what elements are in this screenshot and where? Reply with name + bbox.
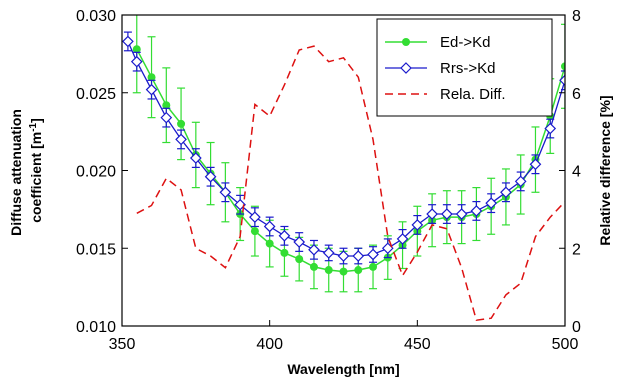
y-axis-left-label-sup: -1 <box>28 122 39 131</box>
rrs-kd-point <box>559 74 565 87</box>
y-left-tick-label: 0.030 <box>76 8 116 25</box>
rrs-kd-point <box>278 229 291 242</box>
y-axis-left-label-suffix: ] <box>28 118 44 123</box>
legend-ed-kd-marker <box>402 38 410 46</box>
x-tick-label: 450 <box>404 336 431 353</box>
ed-kd-point <box>147 73 156 82</box>
ed-kd-point <box>369 262 378 271</box>
rrs-kd-point <box>352 250 365 262</box>
y-left-tick-label: 0.015 <box>76 241 116 258</box>
rrs-kd-point <box>160 111 173 124</box>
legend-items: Ed->Kd Rrs->Kd Rela. Diff. <box>385 34 506 103</box>
y-right-tick-label: 6 <box>572 86 581 103</box>
rrs-kd-point <box>219 186 232 199</box>
rrs-kd-point <box>544 122 557 135</box>
rrs-kd-point <box>234 198 246 211</box>
y-axis-left-label-line1: Diffuse attenuation <box>8 109 24 236</box>
x-tick-label: 350 <box>109 336 136 353</box>
rrs-kd-point <box>455 208 468 220</box>
ed-kd-point <box>309 262 318 271</box>
y-axis-right-label: Relative difference [%] <box>597 95 613 245</box>
rrs-kd-point <box>204 170 217 183</box>
x-axis-label: Wavelength [nm] <box>287 361 399 377</box>
rrs-kd-point <box>130 55 143 68</box>
rrs-kd-point <box>500 186 512 199</box>
y-left-tick-label: 0.010 <box>76 319 116 336</box>
rrs-kd-point <box>485 197 498 210</box>
rrs-kd-point <box>122 35 134 48</box>
legend-label: Rrs->Kd <box>440 60 495 77</box>
ed-kd-point <box>132 45 141 54</box>
legend: Ed->Kd Rrs->Kd Rela. Diff. <box>376 18 553 117</box>
rrs-kd-point <box>514 175 527 188</box>
rrs-kd-error-bars <box>123 31 565 265</box>
ed-kd-point <box>177 119 186 128</box>
ed-kd-point <box>265 239 274 248</box>
rrs-kd-point <box>249 211 261 223</box>
rrs-kd-point <box>145 83 158 96</box>
y-axis-left-label: Diffuse attenuation coefficient [m-1] <box>8 105 44 236</box>
ed-kd-point <box>162 101 171 110</box>
rrs-kd-point <box>426 208 438 220</box>
plot-area <box>122 15 565 322</box>
ed-kd-point <box>354 266 363 275</box>
rrs-kd-point <box>293 236 306 248</box>
y-left-tick-label: 0.025 <box>76 86 116 103</box>
ed-kd-point <box>339 267 348 276</box>
rrs-kd-point <box>367 248 379 261</box>
rrs-kd-point <box>441 208 453 220</box>
rrs-kd-point <box>189 152 202 164</box>
rrs-kd-point <box>263 220 276 233</box>
ed-kd-point <box>295 255 304 264</box>
y-left-tick-label: 0.020 <box>76 164 116 181</box>
rrs-kd-point <box>411 219 424 231</box>
ed-kd-point <box>250 227 259 236</box>
ed-kd-point <box>561 62 565 71</box>
legend-label: Rela. Diff. <box>440 86 506 103</box>
relative-difference-line <box>136 45 565 322</box>
ed-kd-point <box>280 248 289 257</box>
y-right-tick-label: 4 <box>572 164 581 181</box>
y-right-tick-label: 0 <box>572 319 581 336</box>
rrs-kd-point <box>322 247 335 259</box>
rrs-kd-point <box>470 205 483 217</box>
rrs-kd-point <box>529 158 542 171</box>
ed-kd-point <box>324 266 333 275</box>
legend-rrs-kd-marker <box>400 62 412 74</box>
x-tick-label: 400 <box>256 336 283 353</box>
rrs-kd-point <box>175 133 187 146</box>
y-right-tick-label: 2 <box>572 241 581 258</box>
rrs-kd-point <box>337 250 350 262</box>
x-tick-label: 500 <box>552 336 579 353</box>
y-axis-left-label-line2: coefficient [m-1] <box>28 118 44 223</box>
rrs-kd-point <box>396 233 409 245</box>
tick-layer: 350 400 450 500 0.010 0.015 0.020 0.025 0.030 0 2 4… <box>76 8 581 353</box>
y-axis-left-label-prefix: coefficient [m <box>28 132 44 223</box>
y-right-tick-label: 8 <box>572 8 581 25</box>
rrs-kd-point <box>308 243 320 256</box>
legend-label: Ed->Kd <box>440 34 490 51</box>
series-layer <box>122 15 565 322</box>
